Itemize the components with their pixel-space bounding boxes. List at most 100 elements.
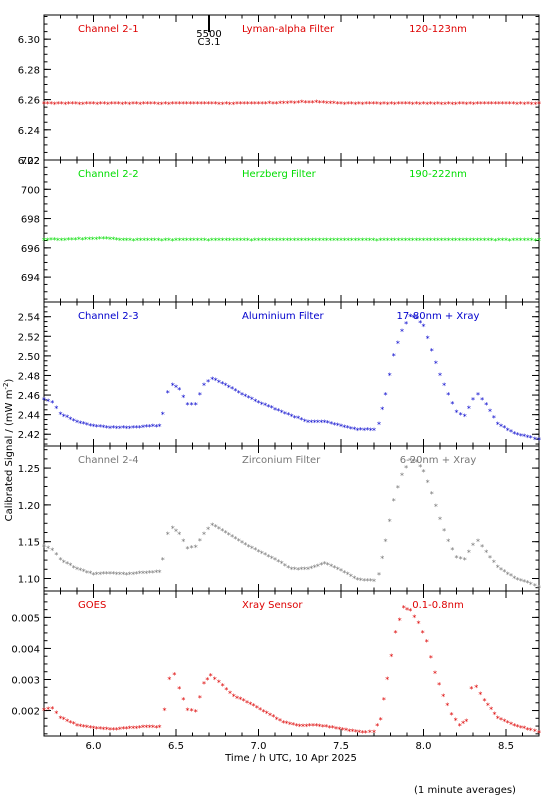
data-point-sample: * [68,415,72,424]
data-point: * [323,418,327,427]
data-point-sample: * [111,235,115,244]
data-point-sample: * [139,236,143,245]
data-point-sample: * [432,100,436,109]
data-point-sample: * [108,235,112,244]
data-point-sample: * [181,237,185,246]
data-point-sample: * [522,432,526,441]
channel-label: GOES [78,600,106,611]
data-point-sample: * [233,387,237,396]
data-point-sample: * [190,401,194,410]
data-point-sample: * [70,236,74,245]
data-point-sample: * [91,235,95,244]
data-point-sample: * [238,696,242,705]
data-point: * [537,436,541,445]
y-axis-label-end: ) [4,379,15,383]
data-point: * [194,401,198,410]
y-tick-label: 2.52 [18,332,40,343]
data-point-sample: * [461,236,465,245]
data-point-sample: * [459,555,463,564]
data-point-sample: * [319,561,323,570]
data-point: * [42,237,46,246]
y-tick-label: 694 [21,273,40,284]
data-point-sample: * [153,236,157,245]
band-label: 120-123nm [409,24,467,35]
data-point-sample: * [95,725,99,734]
data-point-sample: * [515,100,519,109]
data-point: * [364,729,368,738]
data-point-sample: * [386,100,390,109]
data-point-sample: * [250,396,254,405]
filter-label: Xray Sensor [242,600,303,611]
panel-1: 6.22 6.24 6.26 6.28 6.30 Channel 2-1 Lyman-alp… [18,14,541,167]
data-point-sample: * [271,237,275,246]
data-point-sample: * [296,566,300,575]
data-point-sample: * [252,702,256,711]
data-point-sample: * [522,578,526,587]
data-point: * [75,722,79,731]
filter-label: Aluminium Filter [242,311,325,322]
data-point: * [314,722,318,731]
data-point-sample: * [442,381,446,390]
y-tick-label: 0.002 [11,707,40,718]
data-point-sample: * [303,236,307,245]
data-point-sample: * [321,99,325,108]
data-point-sample: * [332,421,336,430]
data-point-sample: * [311,722,315,731]
data-point-sample: * [388,518,392,527]
data-point-sample: * [178,100,182,109]
data-point-sample: * [242,100,246,109]
data-point-sample: * [170,100,174,109]
data-point-sample: * [117,100,121,109]
data-point-sample: * [516,576,520,585]
channel-label: Channel 2-1 [78,24,139,35]
data-point-sample: * [516,431,520,440]
data-point-sample: * [465,237,469,246]
data-point-sample: * [49,100,53,109]
data-point-sample: * [63,100,67,109]
data-point-sample: * [291,721,295,730]
data-point-sample: * [65,560,69,569]
data-point-sample: * [276,558,280,567]
data-point-sample: * [519,577,523,586]
data-point-sample: * [49,236,53,245]
data-point-sample: * [467,404,471,413]
data-point-sample: * [434,502,438,511]
data-point-sample: * [357,728,361,737]
data-point-sample: * [357,100,361,109]
data-point-sample: * [54,710,58,719]
data-point-sample: * [170,237,174,246]
data-point-sample: * [124,100,128,109]
data-point-sample: * [457,236,461,245]
data-point: * [433,669,437,678]
data-point: * [463,556,467,565]
data-point-sample: * [253,397,257,406]
data-point: * [186,545,190,554]
data-point-sample: * [190,707,194,716]
data-point-sample: * [486,100,490,109]
data-point-sample: * [375,237,379,246]
data-point-sample: * [128,424,132,433]
data-point-sample: * [432,236,436,245]
data-point-sample: * [359,577,363,586]
data-point-sample: * [353,237,357,246]
data-point-sample: * [109,100,113,109]
data-point-sample: * [327,724,331,733]
data-point-sample: * [447,100,451,109]
data-point-sample: * [120,100,124,109]
data-point: * [50,547,54,556]
data-point-sample: * [461,100,465,109]
data-point: * [408,457,412,466]
data-point: * [372,728,376,737]
data-point: * [415,458,419,467]
data-point: * [202,680,206,689]
data-point-sample: * [121,424,125,433]
data-point: * [75,418,79,427]
data-point-sample: * [253,100,257,109]
data-point-sample: * [519,724,523,733]
data-point-sample: * [283,562,287,571]
data-point-sample: * [206,526,210,535]
data-point-sample: * [266,403,270,412]
y-tick-label: 696 [21,244,40,255]
data-point-sample: * [203,100,207,109]
